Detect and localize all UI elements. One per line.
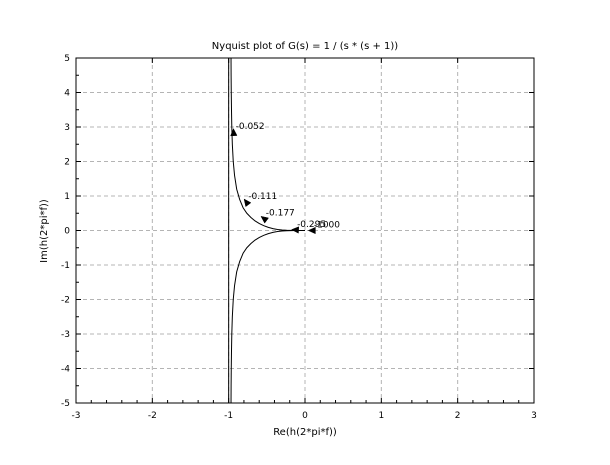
y-tick-label: 2 (64, 158, 70, 168)
x-tick-label: -3 (72, 411, 81, 421)
x-tick-label: 3 (531, 411, 537, 421)
grid-lines (76, 58, 534, 403)
curve-series (228, 57, 306, 404)
x-tick-label: -2 (148, 411, 157, 421)
frequency-label: -0.111 (248, 192, 277, 202)
y-tick-label: 3 (64, 123, 70, 133)
y-tick-label: -2 (61, 296, 70, 306)
axis-ticks: -3 -2 -1 0 1 2 3 -5 -4 -3 -2 -1 0 1 2 3 4 5 (61, 54, 537, 421)
frequency-label: -1000 (314, 221, 340, 231)
x-tick-label: 0 (302, 411, 308, 421)
direction-arrow (307, 226, 316, 235)
y-tick-label: 4 (64, 89, 70, 99)
frequency-label: -0.177 (266, 208, 295, 218)
y-tick-label: -5 (61, 399, 70, 409)
direction-arrow (290, 226, 299, 234)
x-tick-label: 2 (455, 411, 461, 421)
y-tick-label: 1 (64, 192, 70, 202)
y-tick-label: -1 (61, 261, 70, 271)
y-tick-label: 0 (64, 227, 70, 237)
frequency-label: -0.052 (236, 122, 265, 132)
y-tick-label: -4 (61, 365, 70, 375)
x-tick-label: 1 (378, 411, 384, 421)
frequency-annotations: -0.052 -0.111 -0.177-0.295-1000 (230, 122, 340, 235)
x-tick-label: -1 (224, 411, 233, 421)
y-tick-label: 5 (64, 54, 70, 64)
direction-arrow (243, 198, 252, 208)
y-tick-label: -3 (61, 330, 70, 340)
x-axis-label: Re(h(2*pi*f)) (273, 427, 337, 438)
direction-arrow (260, 215, 269, 224)
nyquist-curve-lower (230, 230, 306, 404)
chart-title: Nyquist plot of G(s) = 1 / (s * (s + 1)) (212, 41, 399, 52)
y-axis-label: Im(h(2*pi*f)) (39, 199, 50, 263)
frequency-label: -0.295 (297, 220, 326, 230)
direction-arrow (230, 128, 238, 137)
